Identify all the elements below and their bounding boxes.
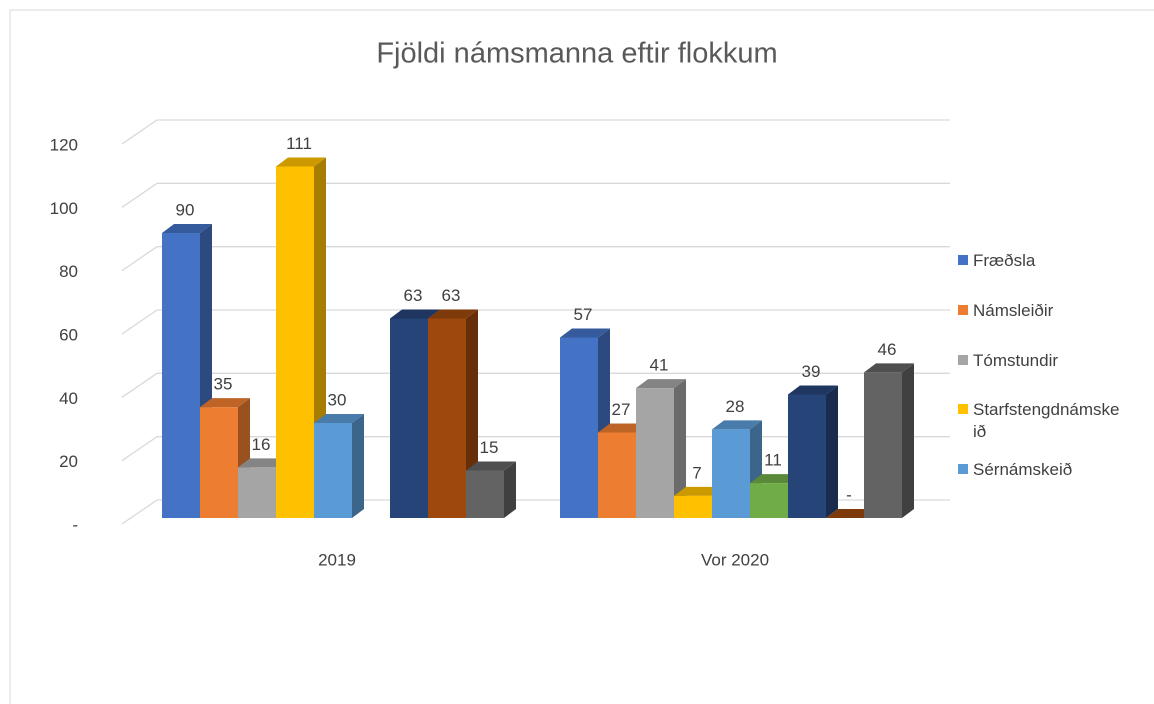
bar-face — [864, 363, 914, 373]
y-tick-label: - — [72, 515, 78, 534]
legend-item: Fræðsla — [958, 250, 1123, 272]
legend-label: Námsleiðir — [973, 301, 1054, 320]
bar-face — [674, 495, 712, 518]
grid-line — [121, 119, 950, 145]
legend-item: Námsleiðir — [958, 300, 1123, 322]
data-label: 15 — [480, 438, 499, 457]
bar-face — [864, 372, 902, 518]
bar-face — [390, 309, 440, 319]
legend-swatch — [958, 355, 968, 365]
grid-line — [121, 372, 950, 398]
x-tick-label: Vor 2020 — [701, 550, 769, 569]
legend-label: Fræðsla — [973, 251, 1036, 270]
bar-face — [560, 337, 598, 518]
bar-face — [466, 461, 516, 471]
y-tick-label: 120 — [50, 135, 78, 154]
data-label: 7 — [692, 463, 701, 482]
data-label: 16 — [252, 435, 271, 454]
legend-swatch — [958, 404, 968, 414]
legend-item: Sérnámskeið — [958, 459, 1123, 481]
bar-face — [712, 429, 750, 518]
bar-face — [466, 470, 504, 518]
bar-face — [902, 363, 914, 518]
legend-label: Tómstundir — [973, 351, 1059, 370]
data-label: 27 — [612, 400, 631, 419]
grid-line — [121, 182, 950, 208]
legend-label: Starfstengdnámskeið — [973, 400, 1120, 441]
data-label: 39 — [802, 362, 821, 381]
legend-swatch — [958, 464, 968, 474]
data-label: 41 — [650, 356, 669, 375]
bar-face — [598, 432, 636, 518]
data-label: 111 — [286, 134, 312, 153]
bar-face — [238, 467, 276, 518]
data-label: 30 — [328, 390, 347, 409]
chart-border — [9, 9, 1154, 704]
data-label: 57 — [574, 305, 593, 324]
bar-face — [598, 423, 648, 433]
bar — [466, 461, 516, 518]
bar-face — [750, 474, 800, 484]
bar-face — [352, 414, 364, 518]
data-label: 46 — [878, 340, 897, 359]
bar-face — [788, 385, 838, 395]
grid-line — [121, 309, 950, 335]
bar — [428, 309, 478, 518]
bar-face — [674, 486, 724, 496]
legend-label: Sérnámskeið — [973, 460, 1073, 479]
bar-face — [276, 166, 314, 518]
bar-face — [636, 388, 674, 518]
y-tick-label: 40 — [59, 389, 78, 408]
y-tick-label: 100 — [50, 199, 78, 218]
data-label: 90 — [176, 200, 195, 219]
bar-face — [636, 379, 686, 389]
legend-item: Starfstengdnámskeið — [958, 399, 1123, 443]
grid-line — [121, 246, 950, 272]
chart-title: Fjöldi námsmanna eftir flokkum — [376, 38, 777, 70]
bar-face — [162, 233, 200, 518]
bar-face — [674, 379, 686, 518]
bar-face — [788, 394, 826, 518]
bar-face — [314, 423, 352, 518]
bar-face — [428, 318, 466, 518]
y-tick-label: 20 — [59, 452, 78, 471]
data-label: - — [846, 485, 852, 504]
data-label: 11 — [764, 451, 782, 470]
bar — [636, 379, 686, 518]
bar-face — [826, 385, 838, 518]
y-tick-label: 60 — [59, 325, 78, 344]
bar-face — [200, 407, 238, 518]
bar-face — [276, 157, 326, 167]
bar-face — [390, 318, 428, 518]
bar — [314, 414, 364, 518]
data-label: 63 — [404, 286, 423, 305]
data-label: 28 — [726, 397, 745, 416]
bar-face — [238, 458, 288, 468]
legend-swatch — [958, 255, 968, 265]
bar-face — [200, 398, 250, 408]
bar-face — [826, 509, 876, 518]
bar-face — [560, 328, 610, 338]
bar-face — [750, 483, 788, 518]
bar-face — [162, 224, 212, 233]
legend-item: Tómstundir — [958, 350, 1123, 372]
bar-face — [428, 309, 478, 319]
bar-face — [712, 420, 762, 430]
y-tick-label: 80 — [59, 262, 78, 281]
bar-face — [314, 414, 364, 423]
bar — [864, 363, 914, 518]
legend-swatch — [958, 305, 968, 315]
data-label: 63 — [442, 286, 461, 305]
bar — [788, 385, 838, 518]
bar-face — [504, 461, 516, 518]
x-tick-label: 2019 — [318, 550, 356, 569]
data-label: 35 — [214, 375, 233, 394]
bar — [826, 509, 876, 518]
